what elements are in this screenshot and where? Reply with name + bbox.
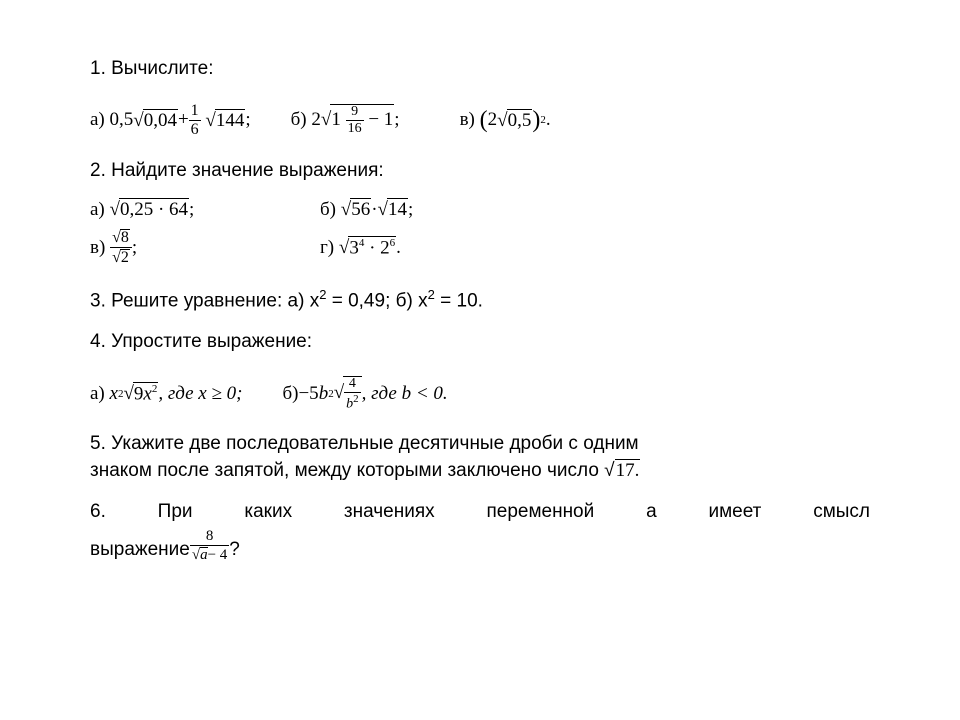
sqrt-icon: 1 9 16 − 1 — [321, 104, 394, 136]
sqrt-icon: 144 — [205, 109, 245, 132]
task1-expressions: а) 0,5 0,04 + 1 6 144 ; б) 2 1 9 16 − 1 — [90, 103, 870, 138]
task2-b: б) 56 · 14 ; — [320, 198, 413, 221]
task2-c: в) 8 2 ; — [90, 229, 320, 266]
task3: 3. Решите уравнение: а) х2 = 0,49; б) х2… — [90, 286, 870, 315]
task4-a: а) x2 9x2 , где x ≥ 0; — [90, 382, 242, 405]
sqrt-icon: 9x2 — [123, 382, 158, 405]
task4-b: б) −5b2 4 b2 , где b < 0. — [282, 376, 447, 412]
task1-heading: 1. Вычислите: — [90, 56, 870, 83]
fraction: 1 6 — [189, 103, 201, 138]
task5-line2: знаком после запятой, между которыми зак… — [90, 458, 870, 485]
task2-d: г) 34 · 26 . — [320, 236, 401, 259]
sqrt-icon: 56 — [341, 198, 371, 221]
task4-expressions: а) x2 9x2 , где x ≥ 0; б) −5b2 4 b2 , гд… — [90, 376, 870, 412]
sqrt-icon: 4 b2 — [334, 376, 362, 412]
sqrt-icon: 0,04 — [133, 109, 178, 132]
worksheet-page: 1. Вычислите: а) 0,5 0,04 + 1 6 144 ; б)… — [0, 0, 960, 563]
fraction: 8 2 — [110, 229, 132, 266]
task6-line2: выражение 8 √a − 4 ? — [90, 529, 870, 563]
sqrt-icon: 8 — [112, 229, 130, 246]
task2-heading: 2. Найдите значение выражения: — [90, 158, 870, 185]
label-a: а) — [90, 109, 105, 131]
task1-a: а) 0,5 0,04 + 1 6 144 ; — [90, 103, 251, 138]
task1-b: б) 2 1 9 16 − 1 ; — [291, 104, 400, 136]
sqrt-icon: 0,5 — [497, 109, 532, 132]
label-v: в) — [460, 109, 475, 131]
task2-a: а) 0,25 · 64 ; — [90, 198, 320, 221]
task1-c: в) ( 2 0,5 )2 . — [460, 107, 551, 134]
task5: 5. Укажите две последовательные десятичн… — [90, 431, 870, 458]
fraction: 4 b2 — [344, 377, 361, 412]
task6-line1: 6. При каких значениях переменной а имее… — [90, 499, 870, 526]
label-b: б) — [291, 109, 307, 131]
sqrt-icon: 0,25 · 64 — [110, 198, 190, 221]
fraction: 8 √a − 4 — [190, 529, 229, 563]
task4-heading: 4. Упростите выражение: — [90, 329, 870, 356]
t1a-coeff: 0,5 — [110, 109, 134, 131]
task2-expressions: а) 0,25 · 64 ; б) 56 · 14 ; в) 8 2 ; — [90, 198, 870, 266]
sqrt-icon: √ — [192, 548, 200, 563]
sqrt-icon: 2 — [112, 249, 130, 266]
sqrt-icon: 34 · 26 — [339, 236, 396, 259]
sqrt-icon: 14 — [378, 198, 408, 221]
fraction: 9 16 — [346, 105, 364, 136]
